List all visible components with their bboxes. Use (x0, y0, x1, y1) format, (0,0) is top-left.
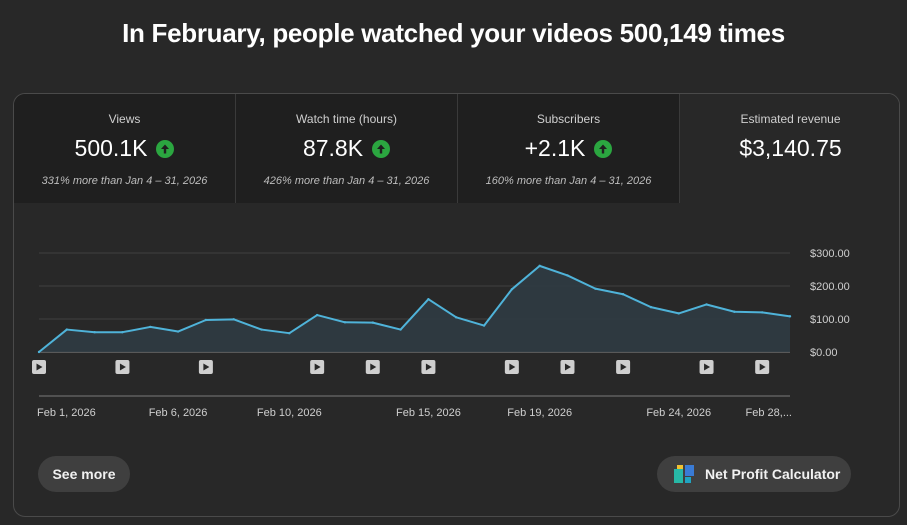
x-tick-label: Feb 19, 2026 (507, 407, 572, 419)
data-point (510, 288, 514, 291)
data-point (371, 321, 374, 324)
metric-label: Views (108, 112, 141, 126)
metric-watch-time[interactable]: Watch time (hours) 87.8K 426% more than … (236, 94, 458, 203)
x-tick-label: Feb 28,... (746, 407, 792, 419)
video-marker-icon[interactable] (560, 360, 575, 374)
metric-value: +2.1K (524, 135, 586, 161)
net-profit-calculator-button[interactable]: Net Profit Calculator (657, 456, 851, 492)
video-marker-icon[interactable] (699, 360, 714, 374)
metric-views[interactable]: Views 500.1K 331% more than Jan 4 – 31, … (14, 94, 236, 203)
y-tick-label: $100.00 (810, 314, 850, 326)
data-point (232, 318, 235, 321)
trend-up-icon (156, 139, 175, 158)
video-marker-icon[interactable] (115, 360, 130, 374)
net-profit-logo-icon (673, 463, 695, 485)
data-point (288, 331, 291, 335)
revenue-area (39, 265, 790, 352)
data-point (399, 328, 402, 331)
metrics-row: Views 500.1K 331% more than Jan 4 – 31, … (14, 94, 899, 203)
data-point (733, 310, 736, 313)
revenue-chart: $0.00 $100.00 $200.00 $300.00 Feb 1, 2026 Feb… (14, 203, 899, 433)
video-marker-icon[interactable] (310, 360, 325, 374)
data-point (621, 293, 625, 296)
data-point (65, 328, 69, 331)
trend-up-icon (594, 139, 613, 158)
data-point (343, 321, 347, 324)
video-marker-icon[interactable] (755, 360, 770, 374)
y-tick-label: $0.00 (810, 347, 838, 359)
metric-comparison: 160% more than Jan 4 – 31, 2026 (485, 175, 652, 187)
data-point (149, 325, 152, 329)
data-point (482, 324, 486, 327)
metric-comparison: 426% more than Jan 4 – 31, 2026 (263, 175, 430, 187)
data-point (566, 274, 569, 277)
video-marker-icon[interactable] (32, 360, 46, 374)
data-point (427, 298, 430, 301)
video-marker-icon[interactable] (616, 360, 631, 374)
data-point (315, 313, 319, 317)
video-marker-icon[interactable] (421, 360, 436, 374)
metric-subscribers[interactable]: Subscribers +2.1K 160% more than Jan 4 –… (458, 94, 680, 203)
data-point (760, 311, 764, 314)
data-point (788, 315, 792, 318)
metric-value: $3,140.75 (739, 135, 842, 161)
x-tick-label: Feb 24, 2026 (646, 407, 711, 419)
video-marker-icon[interactable] (504, 360, 519, 374)
data-point (705, 303, 708, 306)
data-point (37, 350, 41, 354)
data-point (677, 312, 680, 315)
data-point (538, 264, 541, 268)
video-marker-icon[interactable] (198, 360, 213, 374)
video-marker-icon[interactable] (365, 360, 380, 374)
metric-value: 87.8K (302, 135, 364, 161)
metric-value: 500.1K (74, 135, 148, 161)
x-tick-label: Feb 1, 2026 (37, 407, 96, 419)
revenue-series-line (38, 264, 791, 353)
y-tick-label: $300.00 (810, 248, 850, 260)
page-headline: In February, people watched your videos … (122, 18, 785, 48)
data-point (176, 330, 180, 333)
metric-label: Watch time (hours) (296, 112, 397, 126)
data-point (455, 316, 458, 319)
metric-label: Subscribers (536, 112, 601, 126)
data-point (649, 305, 653, 309)
metric-comparison: 331% more than Jan 4 – 31, 2026 (41, 175, 208, 187)
data-point (204, 318, 208, 322)
see-more-button[interactable]: See more (38, 456, 130, 492)
metric-label: Estimated revenue (740, 112, 841, 126)
x-tick-label: Feb 10, 2026 (257, 407, 322, 419)
y-tick-label: $200.00 (810, 281, 850, 293)
data-point (594, 287, 597, 290)
x-tick-label: Feb 15, 2026 (396, 407, 461, 419)
x-tick-label: Feb 6, 2026 (149, 407, 208, 419)
data-point (260, 328, 263, 331)
data-point (93, 331, 96, 334)
data-point (121, 331, 124, 334)
metric-estimated-revenue[interactable]: Estimated revenue $3,140.75 (680, 94, 899, 203)
net-profit-calculator-label: Net Profit Calculator (705, 466, 841, 482)
revenue-chart-svg: $0.00 $100.00 $200.00 $300.00 Feb 1, 2026 Feb… (32, 248, 850, 419)
analytics-card: Views 500.1K 331% more than Jan 4 – 31, … (13, 93, 900, 517)
trend-up-icon (372, 139, 391, 158)
